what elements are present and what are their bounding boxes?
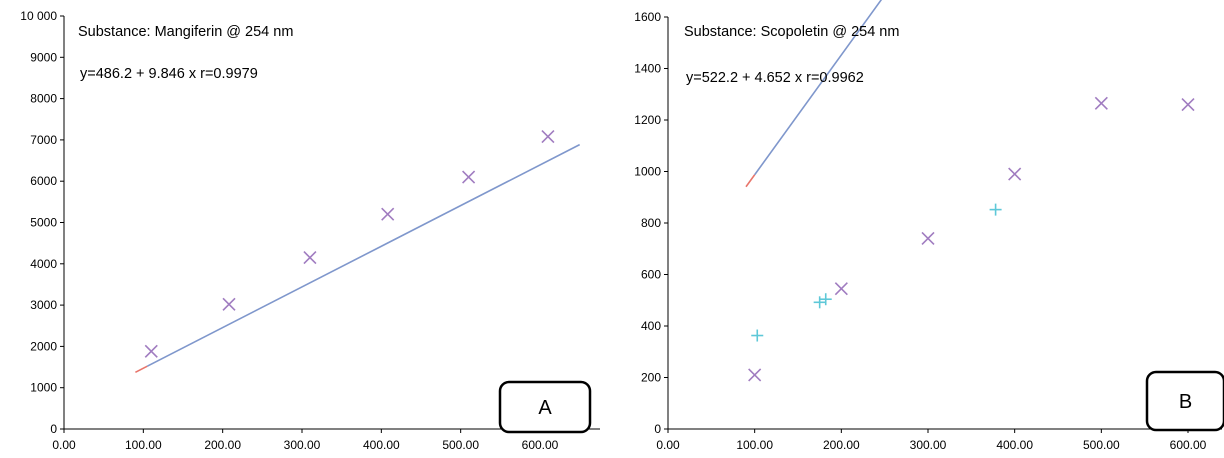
data-point-x <box>1181 97 1195 112</box>
x-tick-label: 100.00 <box>736 438 773 452</box>
data-point-x <box>381 207 395 221</box>
data-point-x <box>144 344 158 358</box>
x-tick-label: 300.00 <box>284 438 321 452</box>
x-tick-label: 100.00 <box>125 438 162 452</box>
x-tick-label: 200.00 <box>823 438 860 452</box>
data-point-x <box>1094 96 1108 110</box>
x-tick-label: 600.00 <box>1170 438 1207 452</box>
data-point-x <box>303 251 317 265</box>
y-tick-label: 8000 <box>30 92 57 106</box>
data-point-x <box>834 282 848 296</box>
x-tick-label: 600.00 <box>522 438 559 452</box>
panel-label-box <box>1145 370 1224 432</box>
data-point-x <box>921 231 935 246</box>
y-tick-label: 1400 <box>634 62 661 76</box>
fit-line <box>146 143 581 367</box>
y-tick-label: 1000 <box>634 165 661 179</box>
chart-panel-b: 0 200 400 600 800 1000 1200 1400 1600 0.00 100.00 2… <box>634 0 1224 452</box>
data-point-plus <box>819 293 832 306</box>
data-point-x <box>1008 167 1022 181</box>
y-tick-label: 4000 <box>30 257 57 271</box>
y-tick-label: 1200 <box>634 113 661 127</box>
y-tick-label: 800 <box>641 216 661 230</box>
y-tick-label: 5000 <box>30 216 57 230</box>
regression-equation: y=486.2 + 9.846 x r=0.9979 <box>80 66 258 82</box>
data-point-plus <box>989 203 1002 216</box>
data-point-plus <box>813 296 826 309</box>
panel-label: B <box>1179 391 1192 413</box>
x-tick-label: 0.00 <box>52 438 76 452</box>
data-point-x <box>541 130 555 144</box>
y-tick-label: 1000 <box>30 381 57 395</box>
panel-label: A <box>538 397 552 419</box>
data-point-x <box>462 170 476 184</box>
x-tick-label: 300.00 <box>910 438 947 452</box>
x-tick-label: 500.00 <box>442 438 479 452</box>
extrapolation-line <box>135 365 148 374</box>
y-tick-label: 2000 <box>30 339 57 353</box>
x-tick-label: 0.00 <box>656 438 680 452</box>
y-tick-label: 7000 <box>30 133 57 147</box>
y-tick-label: 400 <box>641 319 661 333</box>
x-tick-label: 500.00 <box>1083 438 1120 452</box>
y-tick-label: 0 <box>50 422 57 436</box>
data-point-x <box>222 297 236 311</box>
extrapolation-line <box>745 174 756 188</box>
chart-title: Substance: Mangiferin @ 254 nm <box>78 24 293 40</box>
chart-title: Substance: Scopoletin @ 254 nm <box>684 24 899 40</box>
x-tick-label: 400.00 <box>363 438 400 452</box>
y-tick-label: 10 000 <box>20 9 57 23</box>
data-point-x <box>748 368 762 382</box>
y-tick-label: 0 <box>654 422 661 436</box>
x-tick-label: 400.00 <box>996 438 1033 452</box>
y-tick-label: 1600 <box>634 10 661 24</box>
y-tick-label: 200 <box>641 371 661 385</box>
y-tick-label: 3000 <box>30 298 57 312</box>
y-tick-label: 600 <box>641 268 661 282</box>
y-tick-label: 9000 <box>30 50 57 64</box>
fit-line <box>754 0 883 176</box>
panel-label-box <box>498 380 592 434</box>
x-tick-label: 200.00 <box>204 438 241 452</box>
y-tick-label: 6000 <box>30 174 57 188</box>
data-point-plus <box>751 329 764 342</box>
regression-equation: y=522.2 + 4.652 x r=0.9962 <box>686 70 864 86</box>
chart-panel-a: 0 1000 2000 3000 4000 5000 6000 7000 8000 9000 10 … <box>20 9 600 452</box>
